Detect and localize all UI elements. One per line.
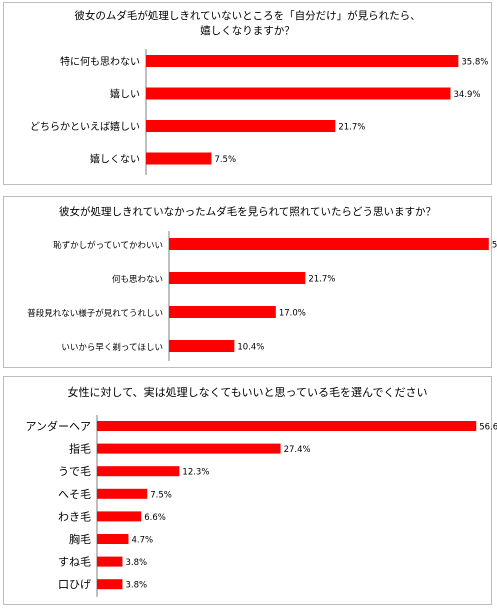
bar <box>169 272 306 284</box>
chart-title-1-line-2: 嬉しくなりますか？ <box>200 25 295 37</box>
data-label: 50.9% <box>492 241 497 251</box>
bar <box>146 55 459 67</box>
bar <box>97 556 123 567</box>
bar <box>97 466 180 477</box>
data-label: 3.8% <box>125 581 147 591</box>
data-label: 17.0% <box>279 309 306 319</box>
bar <box>169 340 235 352</box>
data-label: 21.7% <box>338 123 365 133</box>
bar-chart-1: 特に何も思わない 35.8% 嬉しい 34.9% どちらかといえば嬉しい 21.7% 嬉しく… <box>30 49 488 175</box>
category-label: うで毛 <box>58 465 91 478</box>
category-label: 恥ずかしがっていてかわいい <box>53 240 163 251</box>
chart-panel-2: 彼女が処理しきれていなかったムダ毛を見られて照れていたらどう思いますか？ 恥ずか… <box>3 196 497 368</box>
data-label: 27.4% <box>284 445 311 455</box>
chart-title-3-line-1: 女性に対して、実は処理しなくてもいいと思っている毛を選んでください <box>67 386 428 399</box>
data-label: 10.4% <box>237 343 264 353</box>
chart-panel-3: 女性に対して、実は処理しなくてもいいと思っている毛を選んでください アンダーヘア… <box>3 376 497 605</box>
data-label: 6.6% <box>144 513 166 523</box>
category-label: 嬉しい <box>110 88 140 101</box>
chart-title-1-line-1: 彼女のムダ毛が処理しきれていないところを「自分だけ」が見られたら、 <box>74 10 421 22</box>
data-label: 3.8% <box>125 558 147 568</box>
chart-title-1: 彼女のムダ毛が処理しきれていないところを「自分だけ」が見られたら、 嬉しくなりま… <box>4 9 491 39</box>
category-label: わき毛 <box>58 510 91 523</box>
bar <box>97 421 477 431</box>
data-label: 35.8% <box>461 58 488 68</box>
category-label: 指毛 <box>69 442 91 456</box>
bar <box>146 87 451 100</box>
bar <box>169 306 276 318</box>
data-label: 56.6% <box>479 423 497 433</box>
bar <box>169 238 489 250</box>
category-label: すね毛 <box>58 556 91 569</box>
category-label: 口ひげ <box>58 578 91 591</box>
bar <box>97 534 129 544</box>
category-label: 普段見れない様子が見れてうれしい <box>27 308 163 319</box>
category-label: どちらかといえば嬉しい <box>30 120 140 133</box>
data-label: 4.7% <box>131 536 153 546</box>
bar <box>97 511 142 522</box>
category-label: へそ毛 <box>58 488 91 501</box>
chart-title-3: 女性に対して、実は処理しなくてもいいと思っている毛を選んでください <box>4 385 491 400</box>
category-label: 胸毛 <box>69 532 91 546</box>
bar <box>146 152 212 165</box>
bar <box>97 488 148 499</box>
data-label: 21.7% <box>308 275 335 285</box>
chart-title-2-line-1: 彼女が処理しきれていなかったムダ毛を見られて照れていたらどう思いますか？ <box>58 206 437 218</box>
category-label: 特に何も思わない <box>60 55 140 68</box>
data-label: 12.3% <box>182 468 209 478</box>
bar <box>146 120 336 132</box>
bar <box>97 579 123 590</box>
chart-panel-1: 彼女のムダ毛が処理しきれていないところを「自分だけ」が見られたら、 嬉しくなりま… <box>3 2 492 185</box>
bar-chart-2: 恥ずかしがっていてかわいい 50.9% 何も思わない 21.7% 普段見れない様子が見れ… <box>27 231 497 361</box>
chart-title-2: 彼女が処理しきれていなかったムダ毛を見られて照れていたらどう思いますか？ <box>4 205 491 220</box>
category-label: 嬉しくない <box>90 153 140 166</box>
data-label: 34.9% <box>454 90 481 100</box>
category-label: アンダーヘア <box>25 419 91 433</box>
bar <box>97 443 281 454</box>
category-label: 何も思わない <box>112 274 163 285</box>
data-label: 7.5% <box>150 490 172 500</box>
bar-chart-3: アンダーヘア 56.6% 指毛 27.4% うで毛 12.3% へそ毛 7.5% わき毛 6.6%… <box>25 415 497 597</box>
category-label: いいから早く剃ってほしい <box>61 342 163 353</box>
data-label: 7.5% <box>214 155 236 165</box>
